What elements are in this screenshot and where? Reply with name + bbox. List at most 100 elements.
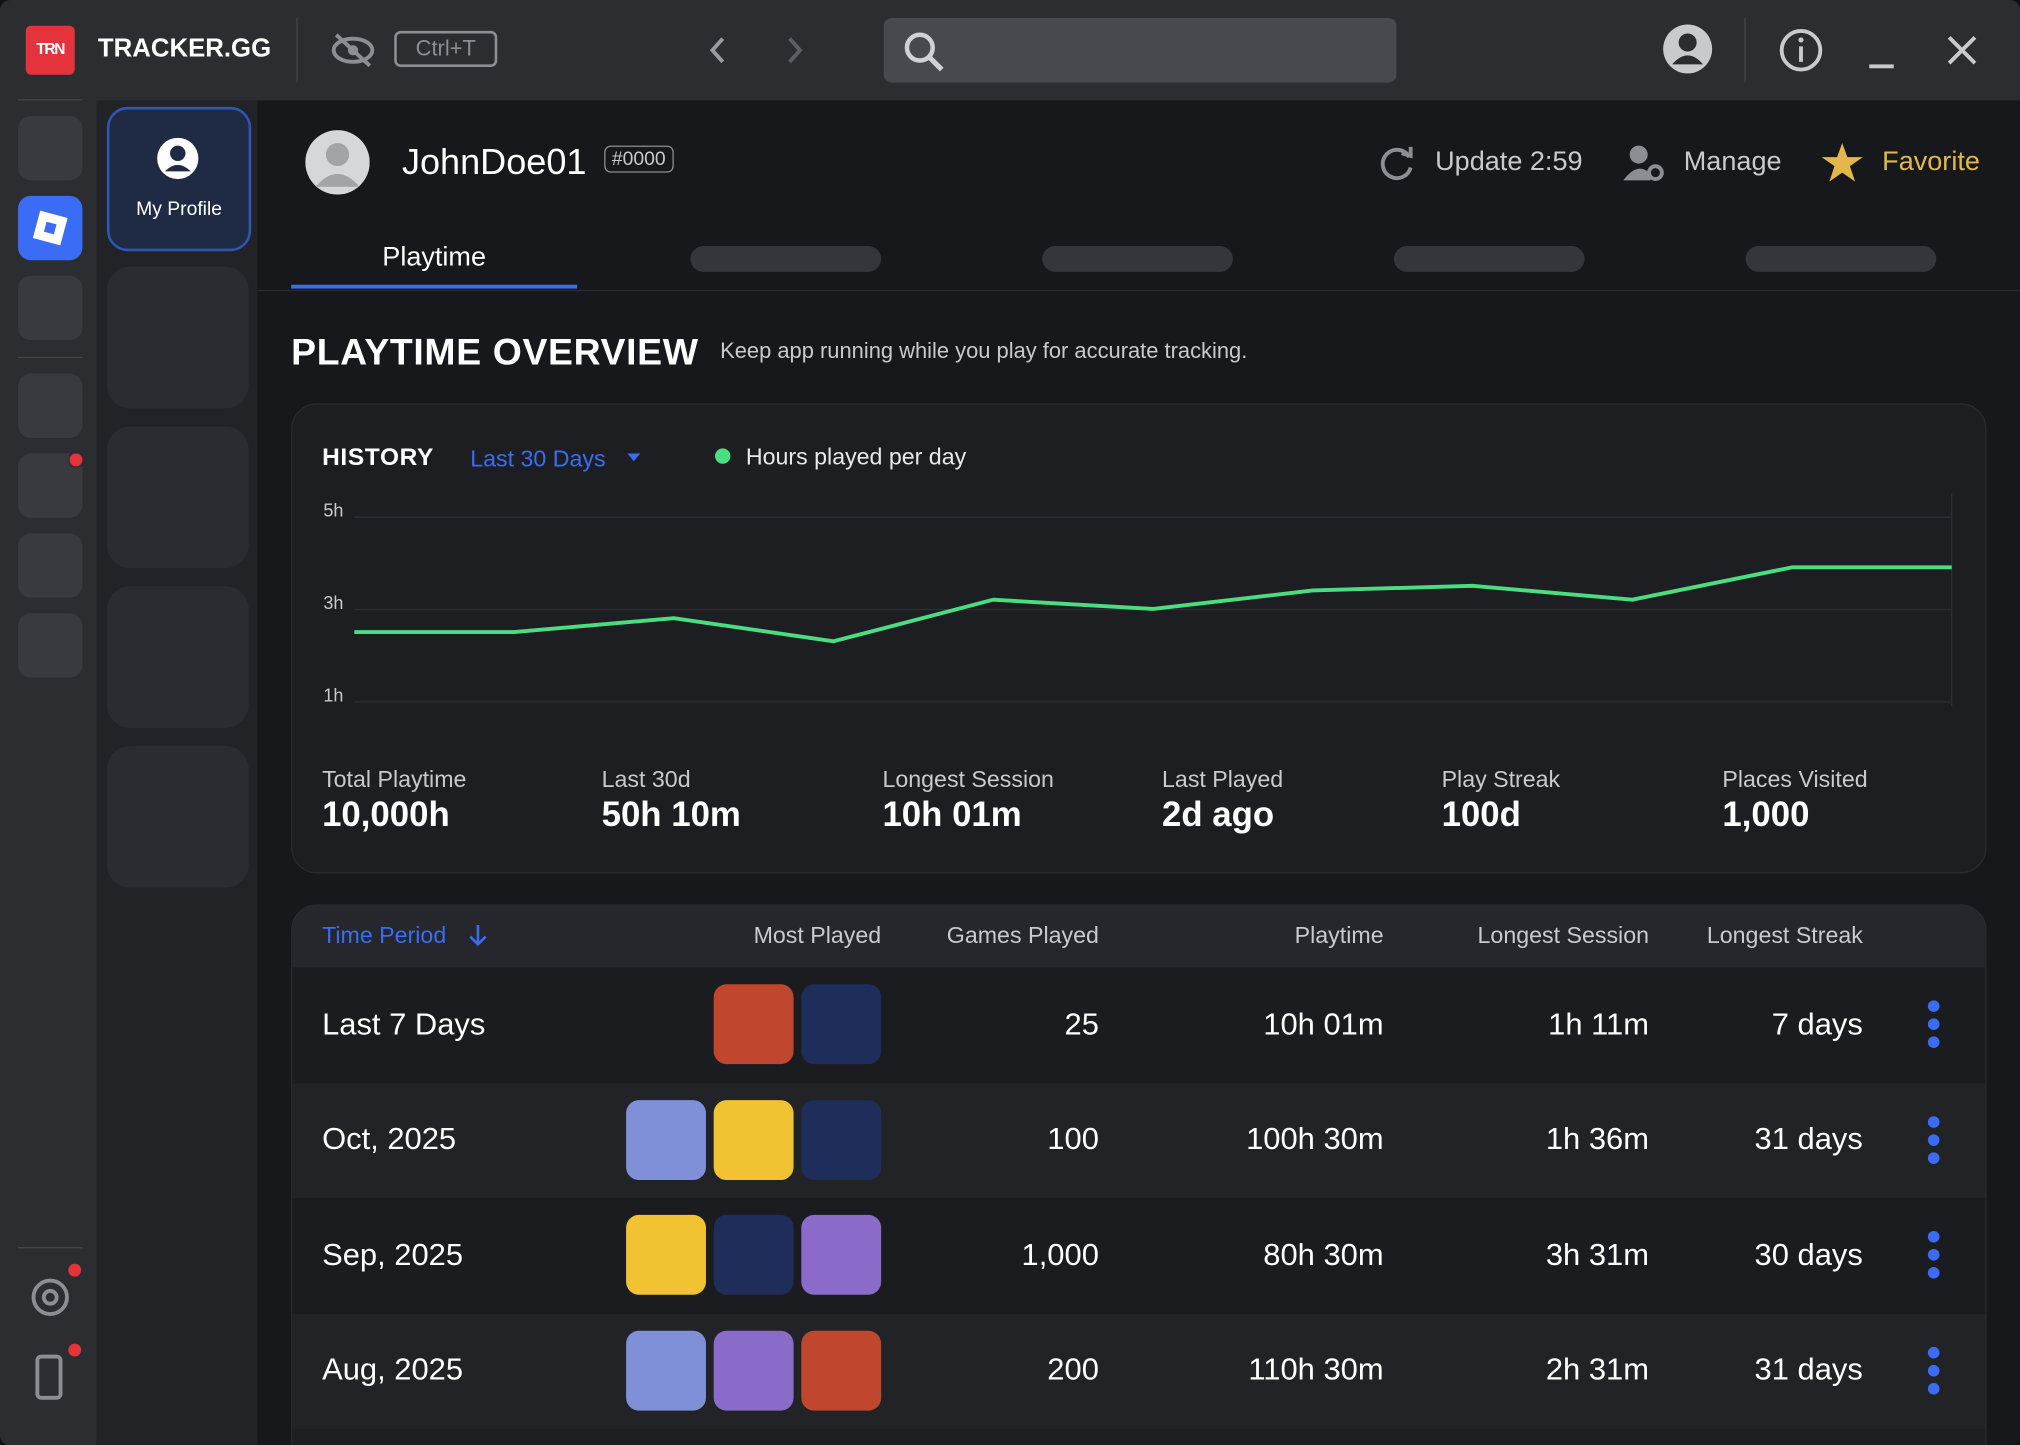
cell: 7 days [1771, 1007, 1863, 1042]
account-icon[interactable] [1662, 23, 1714, 75]
column-header[interactable]: Time Period [322, 922, 447, 949]
favorite-icon[interactable] [1820, 142, 1864, 183]
game-thumbnail [713, 984, 794, 1065]
stat-label: Places Visited [1722, 766, 1868, 793]
tab-placeholder[interactable] [1393, 246, 1585, 272]
profile-slot[interactable] [106, 266, 249, 409]
legend-marker [714, 448, 731, 464]
search-box[interactable] [883, 18, 1397, 83]
data-line [354, 565, 1952, 644]
row-menu[interactable] [1925, 1000, 1943, 1052]
overlay-icon[interactable] [28, 1275, 72, 1319]
divider [1744, 18, 1746, 83]
game-thumbnail [626, 1214, 706, 1295]
favorite-button[interactable]: Favorite [1882, 146, 1980, 177]
section-title: PLAYTIME OVERVIEW [291, 332, 699, 374]
cell: 2h 31m [1545, 1353, 1649, 1388]
divider [296, 18, 298, 83]
dropdown-caret[interactable] [626, 451, 641, 464]
cell: 1,000 [1021, 1237, 1099, 1273]
update-button[interactable]: Update 2:59 [1435, 146, 1583, 177]
mobile-icon[interactable] [33, 1353, 66, 1402]
stat-value: 50h 10m [601, 794, 741, 834]
column-header: Playtime [1294, 922, 1384, 949]
rail-item[interactable] [18, 115, 83, 181]
game-thumbnail [713, 1330, 794, 1411]
rail-item[interactable] [18, 613, 83, 678]
y-tick-label: 1h [323, 685, 343, 705]
manage-button[interactable]: Manage [1683, 146, 1782, 177]
stat-label: Total Playtime [322, 766, 467, 793]
stat-value: 2d ago [1162, 794, 1275, 834]
rail-item[interactable] [18, 533, 83, 598]
stat-value: 1,000 [1722, 794, 1810, 834]
column-header: Longest Streak [1706, 922, 1863, 949]
game-thumbnail [713, 1099, 794, 1180]
cell: 1h 11m [1548, 1007, 1649, 1042]
cell: 31 days [1754, 1122, 1863, 1158]
notification-dot [68, 1263, 82, 1277]
my-profile-label: My Profile [136, 198, 223, 221]
game-thumbnail [626, 1330, 706, 1411]
logo-text: TRN [36, 39, 65, 58]
username: JohnDoe01 [401, 141, 587, 182]
hide-icon[interactable] [330, 31, 376, 70]
rail-item[interactable] [18, 275, 83, 341]
game-thumbnail [713, 1214, 794, 1295]
cell: 31 days [1754, 1353, 1863, 1388]
shortcut[interactable]: Ctrl+T [394, 30, 498, 67]
nav-arrows[interactable] [702, 33, 818, 66]
cell: 3h 31m [1545, 1237, 1649, 1273]
divider [257, 289, 2020, 292]
profile-slot[interactable] [106, 745, 249, 888]
time-period: Oct, 2025 [322, 1122, 457, 1158]
row-menu[interactable] [1925, 1230, 1943, 1282]
cell: 100h 30m [1246, 1122, 1384, 1158]
my-profile-card[interactable] [106, 106, 252, 252]
column-header: Longest Session [1477, 922, 1649, 949]
tab-placeholder[interactable] [1042, 246, 1233, 272]
tab-placeholder[interactable] [1745, 246, 1937, 272]
table-row [292, 967, 1986, 1083]
cell: 25 [1064, 1007, 1099, 1042]
update-icon[interactable] [1376, 142, 1417, 183]
stat-value: 100d [1441, 794, 1521, 834]
stat-label: Last Played [1162, 766, 1284, 793]
sort-arrow [466, 922, 489, 948]
cell: 100 [1047, 1122, 1099, 1158]
row-menu[interactable] [1925, 1346, 1943, 1398]
stat-label: Longest Session [882, 766, 1054, 793]
divider [18, 1247, 83, 1249]
cell: 1h 36m [1545, 1122, 1649, 1158]
y-tick-label: 5h [323, 501, 343, 521]
time-period: Last 7 Days [322, 1007, 486, 1042]
stat-label: Play Streak [1441, 766, 1561, 793]
section-note: Keep app running while you play for accu… [720, 338, 1248, 364]
notification-dot [68, 1343, 82, 1357]
cell: 80h 30m [1263, 1237, 1384, 1273]
divider [18, 356, 83, 359]
manage-icon[interactable] [1622, 142, 1666, 183]
rail-item[interactable] [18, 373, 83, 439]
tab-indicator [291, 284, 578, 289]
info-icon[interactable] [1778, 27, 1824, 73]
logo[interactable] [25, 25, 75, 75]
table-row [292, 1313, 1986, 1429]
profile-slot[interactable] [106, 426, 249, 569]
row-menu[interactable] [1925, 1115, 1943, 1167]
legend-label: Hours played per day [746, 444, 967, 470]
time-period: Aug, 2025 [322, 1353, 464, 1388]
table-row [292, 1082, 1986, 1199]
cell: 110h 30m [1248, 1353, 1384, 1388]
column-header: Most Played [753, 922, 882, 949]
minimize[interactable] [1869, 64, 1894, 69]
table-row [292, 1198, 1986, 1314]
tab-placeholder[interactable] [690, 246, 882, 272]
range-dropdown[interactable]: Last 30 Days [470, 445, 606, 472]
close[interactable] [1945, 33, 1978, 66]
profile-slot[interactable] [106, 586, 249, 728]
cell: 10h 01m [1263, 1007, 1384, 1042]
tab[interactable]: Playtime [382, 242, 487, 272]
game-thumbnail [801, 984, 882, 1065]
